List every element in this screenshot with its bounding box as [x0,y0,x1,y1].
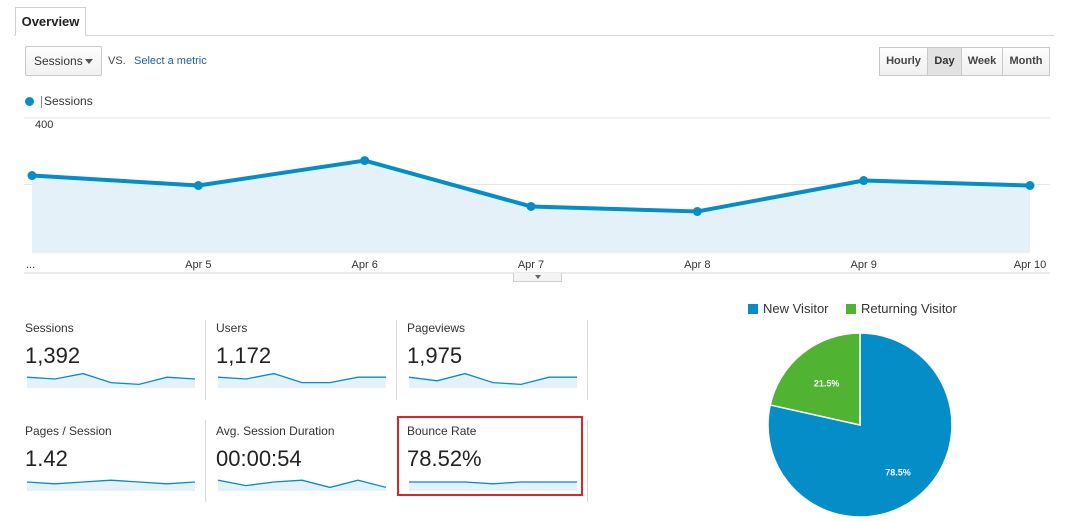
sparkline-area [218,373,386,388]
x-tick-label: Apr 9 [851,259,877,271]
metric-value: 78.52% [407,446,482,471]
pie-slice-label: 21.5% [814,378,840,388]
sparkline [26,479,196,485]
legend-label: Sessions [44,94,93,108]
metric-label: Users [216,321,248,335]
data-point [27,171,37,181]
chevron-down-icon [535,275,541,279]
card-divider [587,320,588,400]
pie-slice-returning-visitor [769,332,861,426]
metric-select[interactable]: Sessions [25,46,102,76]
month-button[interactable]: Month [1002,47,1050,76]
pie-slice-label: 78.5% [885,467,911,477]
select-metric-link[interactable]: Select a metric [134,55,207,67]
metric-label: Bounce Rate [407,424,477,438]
x-tick-label: Apr 8 [684,259,710,271]
sparkline [409,481,577,485]
sparkline-area [218,480,386,491]
card-divider [205,420,206,502]
data-point [360,156,370,166]
visitor-pie-chart: 78.5% 21.5% [767,332,953,518]
card-divider [396,320,397,400]
vs-label: VS. [108,55,126,67]
metric-value: 1,392 [25,343,81,368]
sparkline [408,372,577,386]
chart-legend[interactable]: Sessions [25,94,93,108]
day-button[interactable]: Day [927,47,962,76]
metric-label: Avg. Session Duration [216,424,335,438]
x-tick-label: Apr 6 [352,259,378,271]
card-divider [587,420,588,502]
sparklines [26,372,577,491]
legend-cursor [41,95,42,108]
data-point [526,201,536,211]
sparkline-area [409,482,577,491]
legend-swatch-icon [748,304,758,314]
metric-label: Sessions [25,321,74,335]
metric-select-value: Sessions [34,54,83,68]
metric-label: Pages / Session [25,424,112,438]
bounce-rate-highlight [397,416,583,496]
sparkline [217,479,387,489]
tab-divider [14,35,1054,36]
metric-value: 1,172 [216,343,272,368]
metric-label: Pageviews [407,321,466,335]
data-point [692,206,702,216]
legend-swatch-icon [846,304,856,314]
y-tick-label: 400 [35,119,53,131]
sparkline-area [27,480,195,491]
week-button[interactable]: Week [961,47,1003,76]
legend-label: Returning Visitor [861,301,957,316]
x-tick-label: ... [26,259,35,271]
data-point [859,176,869,186]
metric-value: 00:00:54 [216,446,302,471]
card-divider [205,320,206,400]
sparkline-area [27,373,195,388]
data-point [1025,181,1035,191]
legend-dot-icon [25,97,34,107]
pie-legend-new-visitor[interactable]: New Visitor [748,301,829,316]
sparkline [26,372,196,386]
pie-legend-returning-visitor[interactable]: Returning Visitor [846,301,957,316]
x-tick-label: Apr 10 [1014,259,1046,271]
x-tick-label: Apr 7 [518,259,544,271]
data-point [193,181,203,191]
x-tick-label: Apr 5 [185,259,211,271]
tab-overview[interactable]: Overview [15,7,86,36]
chart-resize-handle[interactable] [513,273,562,282]
metric-value: 1,975 [407,343,463,368]
legend-label: New Visitor [763,301,829,316]
tab-bar: Overview [0,0,1075,36]
granularity-toggle: Hourly Day Week Month [879,47,1050,76]
metric-value: 1.42 [25,446,68,471]
sparkline [217,372,386,384]
hourly-button[interactable]: Hourly [879,47,928,76]
chevron-down-icon [85,59,93,64]
